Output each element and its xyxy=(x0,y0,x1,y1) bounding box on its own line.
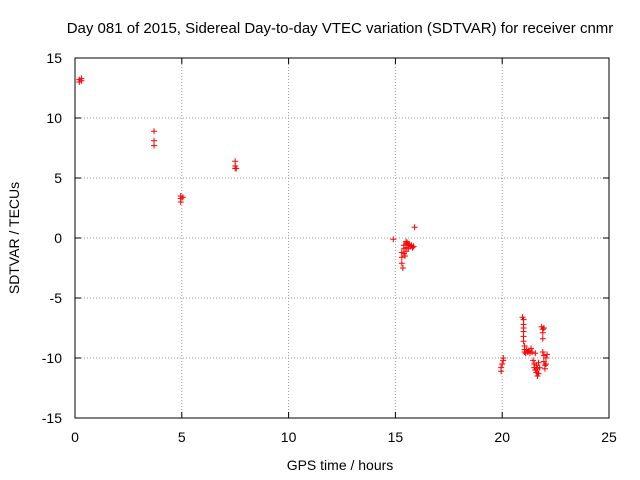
data-point xyxy=(179,194,186,201)
data-point xyxy=(398,254,405,261)
y-tick-label: 10 xyxy=(46,110,62,126)
data-point xyxy=(542,355,549,361)
data-point xyxy=(532,350,539,357)
data-point xyxy=(499,361,506,367)
data-point xyxy=(498,368,505,375)
y-tick-label: 5 xyxy=(54,170,62,186)
x-tick-label: 10 xyxy=(281,429,297,445)
plot-border xyxy=(74,57,610,419)
data-point xyxy=(528,345,535,352)
data-point xyxy=(177,199,184,205)
grid-lines xyxy=(75,58,609,418)
data-point xyxy=(530,357,537,364)
data-point xyxy=(529,349,536,355)
data-point xyxy=(500,355,507,361)
data-point xyxy=(540,325,547,331)
x-tick-label: 5 xyxy=(178,429,186,445)
data-point xyxy=(78,77,85,84)
data-point xyxy=(411,224,418,231)
data-point xyxy=(398,260,405,267)
data-point xyxy=(539,349,546,355)
data-point xyxy=(233,165,240,172)
data-point xyxy=(409,244,416,251)
data-point xyxy=(542,361,549,367)
x-axis-title: GPS time / hours xyxy=(287,457,394,473)
data-point xyxy=(541,365,548,372)
data-point xyxy=(539,329,546,336)
y-axis-title: SDTVAR / TECUs xyxy=(6,182,22,294)
chart-title: Day 081 of 2015, Sidereal Day-to-day VTE… xyxy=(67,20,614,37)
data-point xyxy=(535,370,542,377)
x-tick-labels: 0 5 10 15 20 25 xyxy=(71,429,617,445)
x-tick-label: 20 xyxy=(494,429,510,445)
data-point xyxy=(151,142,158,149)
data-point xyxy=(151,128,158,135)
y-tick-label: -15 xyxy=(42,410,62,426)
x-tick-label: 25 xyxy=(601,429,617,445)
data-point xyxy=(535,359,542,366)
y-tick-label: 0 xyxy=(54,230,62,246)
data-point xyxy=(539,335,546,342)
data-point xyxy=(410,243,417,250)
data-point xyxy=(544,351,551,358)
data-point xyxy=(399,265,406,271)
y-tick-labels: -15 -10 -5 0 5 10 15 xyxy=(42,50,62,426)
y-tick-label: -10 xyxy=(42,350,62,366)
y-tick-label: -5 xyxy=(50,290,63,306)
x-tick-label: 0 xyxy=(71,429,79,445)
y-tick-label: 15 xyxy=(46,50,62,66)
data-point xyxy=(390,236,397,243)
data-points xyxy=(76,75,551,379)
data-point xyxy=(536,364,543,371)
data-point xyxy=(402,253,409,259)
data-point xyxy=(520,338,527,345)
x-tick-label: 15 xyxy=(388,429,404,445)
